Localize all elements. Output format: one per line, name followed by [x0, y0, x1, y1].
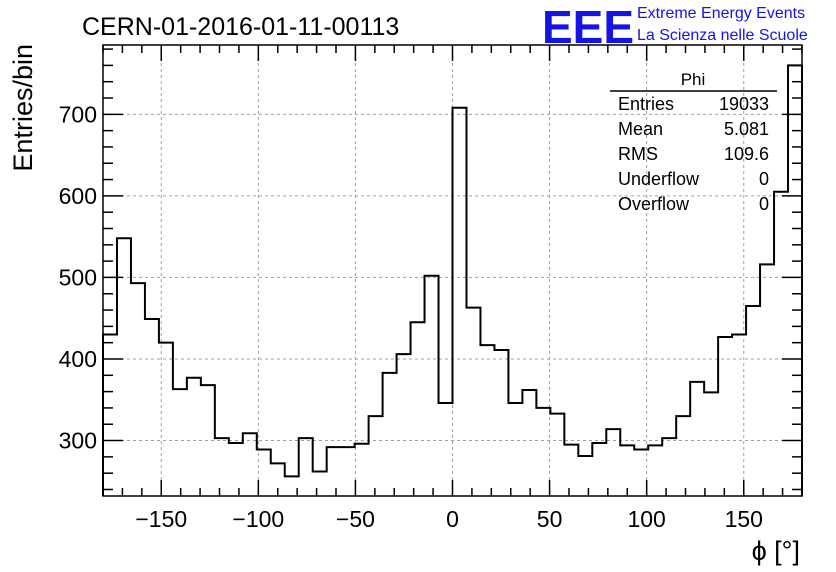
histogram-bin [131, 283, 145, 496]
histogram-bin [173, 389, 187, 496]
histogram-bin [606, 429, 620, 496]
logo-line-1: Extreme Energy Events [637, 5, 805, 22]
histogram-bars [102, 64, 803, 496]
x-tick-label: 0 [446, 506, 459, 532]
histogram-bin [229, 443, 243, 496]
histogram-bin [760, 264, 774, 496]
eee-logo: EEE Extreme Energy Events La Scienza nel… [542, 1, 808, 53]
histogram-bin [662, 438, 676, 496]
stats-box-title: Phi [681, 70, 706, 89]
histogram-bin [480, 345, 494, 496]
x-tick-label: 150 [725, 506, 763, 532]
stats-row-value: 5.081 [724, 119, 769, 139]
stats-rows: Entries 19033 Mean 5.081 RMS 109.6 Underflow 0 O… [618, 94, 769, 214]
histogram-bin [243, 433, 257, 496]
histogram-bin [327, 447, 341, 496]
x-tick-label: 50 [537, 506, 563, 532]
histogram-outline [102, 64, 803, 496]
histogram-bin [341, 447, 355, 496]
tick-labels: −150 −100 −50 0 50 100 150 300 400 500 600 700 [59, 101, 763, 532]
histogram-bin [397, 354, 411, 496]
y-tick-label: 400 [59, 346, 97, 372]
histogram-bin [690, 382, 704, 496]
histogram-bin [704, 392, 718, 496]
stats-row-value: 19033 [719, 94, 769, 114]
histogram-bin [215, 438, 229, 496]
histogram-bin [201, 385, 215, 496]
y-tick-label: 300 [59, 428, 97, 454]
histogram-bin [411, 322, 425, 496]
histogram-bin [550, 414, 564, 496]
histogram-bin [453, 108, 467, 496]
histogram-bin [536, 408, 550, 496]
y-tick-label: 600 [59, 183, 97, 209]
x-tick-label: 100 [627, 506, 665, 532]
histogram-bin [648, 445, 662, 496]
histogram-bin [564, 445, 578, 496]
stats-row-label: Overflow [618, 194, 690, 214]
histogram-bin [508, 403, 522, 496]
x-axis-label: ϕ [°] [752, 536, 800, 566]
histogram-bin [732, 335, 746, 496]
histogram-bin [383, 373, 397, 496]
x-tick-label: −150 [135, 506, 187, 532]
stats-row-value: 0 [759, 194, 769, 214]
histogram-bin [145, 319, 159, 496]
x-tick-label: −100 [232, 506, 284, 532]
histogram-bin [299, 438, 313, 496]
stats-row-value: 109.6 [724, 144, 769, 164]
histogram-bin [425, 276, 439, 496]
x-tick-label: −50 [336, 506, 375, 532]
histogram-bin [718, 337, 732, 496]
histogram-bin [187, 378, 201, 496]
stats-row-value: 0 [759, 169, 769, 189]
histogram-bin [494, 350, 508, 496]
histogram-bin [746, 306, 760, 496]
stats-row-label: RMS [618, 144, 658, 164]
chart-title: CERN-01-2016-01-11-00113 [82, 13, 399, 41]
histogram-bin [578, 456, 592, 496]
stats-box: Phi Entries 19033 Mean 5.081 RMS 109.6 Underfl… [610, 70, 777, 214]
histogram-bin [159, 343, 173, 496]
histogram-bin [466, 308, 480, 496]
stats-row-label: Underflow [618, 169, 700, 189]
histogram-bin [369, 416, 383, 496]
y-tick-label: 700 [59, 101, 97, 127]
histogram-bin [522, 390, 536, 496]
axis-frame [102, 44, 803, 497]
stats-row-label: Mean [618, 119, 663, 139]
histogram-bin [592, 443, 606, 496]
logo-line-2: La Scienza nelle Scuole [637, 27, 808, 44]
histogram-bin [774, 192, 788, 496]
histogram-bin [676, 416, 690, 496]
histogram-bin [355, 444, 369, 496]
stats-row-label: Entries [618, 94, 674, 114]
histogram-bin [439, 403, 453, 496]
y-axis-label: Entries/bin [8, 44, 38, 172]
y-tick-label: 500 [59, 264, 97, 290]
histogram-bin [313, 472, 327, 496]
